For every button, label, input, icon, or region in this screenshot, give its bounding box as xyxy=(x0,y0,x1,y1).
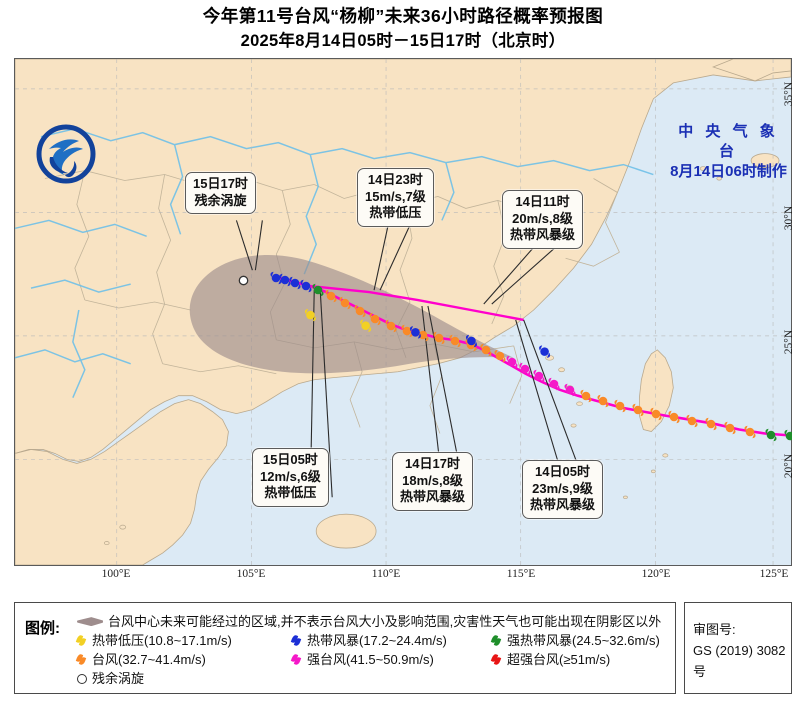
lon-tick-0: 100°E xyxy=(101,568,131,580)
callout-15d05h-line-0: 15日05时 xyxy=(262,452,318,467)
severe-typhoon-icon xyxy=(290,652,303,666)
legend-item-td: 热带低压(10.8~17.1m/s) xyxy=(75,631,292,650)
legend-item-remnant: 残余涡旋 xyxy=(77,669,292,688)
tropical-depression-icon xyxy=(75,633,88,647)
legend-item-sty-label: 强台风(41.5~50.9m/s) xyxy=(307,652,434,667)
lon-tick-3: 115°E xyxy=(506,568,536,580)
callout-14d05h-line-1: 23m/s,9级 xyxy=(532,480,593,496)
callout-15d17h-line-0: 15日17时 xyxy=(193,176,248,191)
landmass-mainland xyxy=(15,59,791,462)
approval-label: 审图号: xyxy=(693,622,736,637)
lon-tick-1: 105°E xyxy=(236,568,266,580)
callout-14d05h-line-0: 14日05时 xyxy=(535,464,590,479)
legend-item-ty: 台风(32.7~41.4m/s) xyxy=(75,650,292,669)
cma-agency-name: 中 央 气 象 台 xyxy=(678,123,779,160)
legend-item-sts: 强热带风暴(24.5~32.6m/s) xyxy=(490,631,677,650)
island-small-ne xyxy=(750,153,780,168)
legend-item-sty: 强台风(41.5~50.9m/s) xyxy=(290,650,492,669)
approval-number: GS (2019) 3082号 xyxy=(693,643,786,679)
legend-item-td-label: 热带低压(10.8~17.1m/s) xyxy=(92,633,232,648)
callout-15d17h-line-1: 残余涡旋 xyxy=(194,192,247,208)
lon-tick-5: 125°E xyxy=(759,568,789,580)
page-title: 今年第11号台风“杨柳”未来36小时路径概率预报图 2025年8月14日05时－… xyxy=(0,4,806,53)
legend-items-grid: 热带低压(10.8~17.1m/s) 热带风暴(17.2~24.4m/s) 强热… xyxy=(75,631,677,688)
legend-cone-note: 台风中心未来可能经过的区域,并不表示台风大小及影响范围,灾害性天气也可能出现在阴… xyxy=(77,613,671,631)
callout-15d17h[interactable]: 15日17时 残余涡旋 xyxy=(185,172,256,214)
callout-14d23h-line-2: 热带低压 xyxy=(369,205,422,220)
approval-panel: 审图号: GS (2019) 3082号 xyxy=(684,602,792,694)
legend-title: 图例: xyxy=(25,620,60,637)
callout-14d23h-line-1: 15m/s,7级 xyxy=(365,188,426,204)
legend-item-remnant-label: 残余涡旋 xyxy=(92,671,145,686)
legend-item-super-ty-label: 超强台风(≥51m/s) xyxy=(507,652,611,667)
legend-item-sts-label: 强热带风暴(24.5~32.6m/s) xyxy=(507,633,660,648)
cma-issue-time: 8月14日06时制作 xyxy=(670,163,787,180)
cma-watermark: 中 央 气 象 台 8月14日06时制作 xyxy=(666,122,791,182)
callout-14d05h[interactable]: 14日05时 23m/s,9级 热带风暴级 xyxy=(522,460,604,519)
callout-14d11h-line-1: 20m/s,8级 xyxy=(512,210,573,226)
remnant-vortex-icon xyxy=(77,673,87,684)
callout-14d17h-line-2: 热带风暴级 xyxy=(400,489,466,504)
lat-tick-3: 20°N xyxy=(783,453,795,479)
callout-14d11h[interactable]: 14日11时 20m/s,8级 热带风暴级 xyxy=(502,190,584,249)
typhoon-icon xyxy=(75,652,88,666)
severe-tropical-storm-icon xyxy=(490,633,503,647)
callout-15d05h-line-2: 热带低压 xyxy=(264,485,317,500)
legend-item-super-ty: 超强台风(≥51m/s) xyxy=(490,650,677,669)
lat-tick-2: 25°N xyxy=(783,329,795,355)
lat-tick-0: 35°N xyxy=(783,81,795,107)
lon-tick-2: 110°E xyxy=(371,568,401,580)
legend-panel: 图例: 台风中心未来可能经过的区域,并不表示台风大小及影响范围,灾害性天气也可能… xyxy=(14,602,676,694)
legend-item-ts-label: 热带风暴(17.2~24.4m/s) xyxy=(307,633,447,648)
callout-15d05h-line-1: 12m/s,6级 xyxy=(260,468,321,484)
tropical-storm-icon xyxy=(290,633,303,647)
callout-14d05h-line-2: 热带风暴级 xyxy=(530,497,596,512)
callout-14d17h[interactable]: 14日17时 18m/s,8级 热带风暴级 xyxy=(392,452,474,511)
title-line-2: 2025年8月14日05时－15日17时（北京时） xyxy=(240,32,566,50)
cone-swatch-icon xyxy=(77,617,103,627)
legend-item-ts: 热带风暴(17.2~24.4m/s) xyxy=(290,631,492,650)
lat-tick-1: 30°N xyxy=(783,205,795,231)
legend-cone-note-text: 台风中心未来可能经过的区域,并不表示台风大小及影响范围,灾害性天气也可能出现在阴… xyxy=(108,614,662,629)
lon-tick-4: 120°E xyxy=(641,568,671,580)
super-typhoon-icon xyxy=(490,652,503,666)
island-hainan xyxy=(315,513,377,549)
title-line-1: 今年第11号台风“杨柳”未来36小时路径概率预报图 xyxy=(202,6,604,26)
landmass-ne-coast xyxy=(712,59,791,82)
callout-15d05h[interactable]: 15日05时 12m/s,6级 热带低压 xyxy=(252,448,329,507)
callout-14d23h-line-0: 14日23时 xyxy=(367,172,423,187)
cma-logo-icon xyxy=(36,124,96,184)
callout-14d17h-line-0: 14日17时 xyxy=(405,456,460,471)
callout-14d17h-line-1: 18m/s,8级 xyxy=(402,472,463,488)
legend-item-ty-label: 台风(32.7~41.4m/s) xyxy=(92,652,206,667)
callout-14d11h-line-2: 热带风暴级 xyxy=(510,227,576,242)
graticule xyxy=(15,59,791,565)
callout-14d23h[interactable]: 14日23时 15m/s,7级 热带低压 xyxy=(357,168,434,227)
probability-cone xyxy=(189,254,514,374)
callout-14d11h-line-0: 14日11时 xyxy=(515,194,570,209)
rivers xyxy=(15,127,654,398)
